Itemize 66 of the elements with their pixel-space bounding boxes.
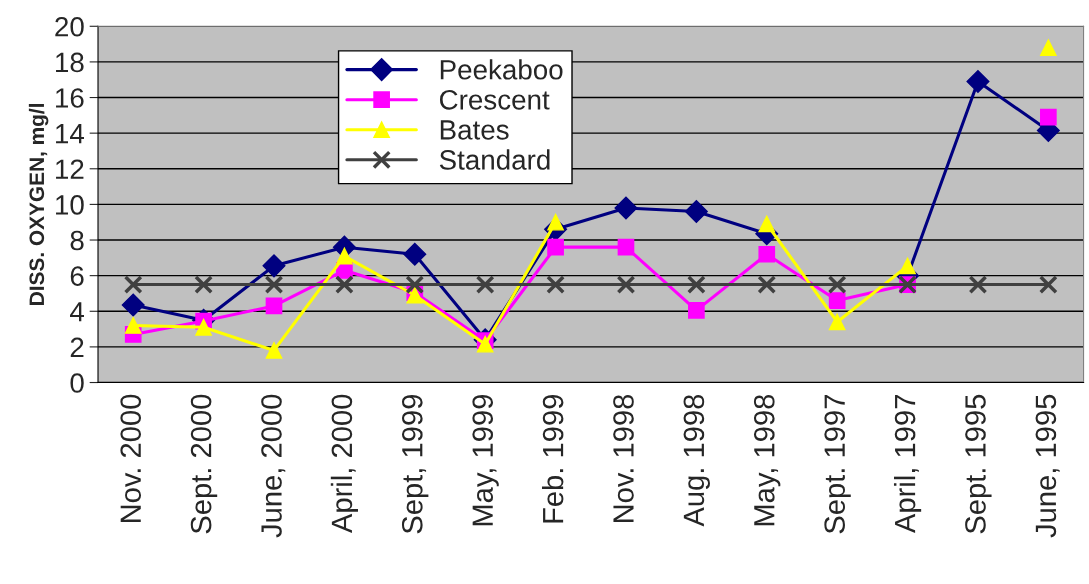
- x-tick-label: April, 2000: [330, 394, 358, 533]
- point: [335, 275, 354, 294]
- point: [827, 275, 847, 294]
- point: [475, 275, 495, 294]
- point: [758, 245, 776, 263]
- x-tick-label: Nov. 1998: [613, 394, 634, 523]
- point: [336, 247, 353, 265]
- point: [966, 69, 990, 93]
- x-tick-label: Sept. 1997: [824, 395, 851, 534]
- point: [688, 302, 705, 319]
- point: [262, 254, 286, 278]
- y-tick-label: 10: [56, 195, 84, 215]
- y-tick-label: 8: [70, 230, 84, 251]
- x-tick-label: May, 1998: [753, 394, 781, 526]
- y-tick-label: 16: [56, 88, 84, 108]
- y-tick-label: 20: [55, 16, 84, 37]
- x-tick-label: Feb. 1999: [541, 395, 564, 523]
- y-tick-label: 6: [70, 266, 84, 286]
- point: [899, 257, 916, 275]
- x-tick-label: Sept. 2000: [190, 394, 218, 534]
- point: [547, 238, 564, 256]
- point: [968, 275, 988, 294]
- point: [616, 275, 636, 294]
- point: [124, 317, 142, 334]
- y-tick-label: 4: [70, 302, 84, 322]
- point: [403, 242, 427, 266]
- point: [1040, 39, 1057, 56]
- x-tick-label: May, 1999: [472, 395, 499, 526]
- point: [546, 275, 565, 294]
- point: [121, 293, 145, 317]
- y-tick-label: 2: [70, 337, 84, 357]
- point: [476, 335, 494, 353]
- y-tick-label: 14: [56, 124, 85, 144]
- legend-label: Standard: [439, 149, 550, 170]
- point: [684, 200, 708, 224]
- point: [405, 275, 425, 294]
- x-tick-label: June, 1995: [1035, 394, 1060, 538]
- point: [195, 318, 212, 336]
- point: [617, 238, 635, 256]
- legend-label: Crescent: [439, 89, 550, 110]
- point: [265, 342, 283, 359]
- point: [758, 215, 776, 233]
- y-tick-label: 18: [56, 52, 84, 73]
- x-tick-label: Sept. 1995: [965, 394, 992, 534]
- legend-label: Peekaboo: [440, 59, 563, 80]
- point: [614, 196, 638, 220]
- point: [1038, 275, 1058, 294]
- x-tick-label: Sept, 1999: [401, 395, 429, 534]
- point: [828, 313, 846, 331]
- y-axis-title: DISS. OXYGEN, mg/l: [28, 104, 49, 305]
- point: [1040, 108, 1057, 126]
- y-tick-label: 0: [70, 373, 84, 393]
- x-tick-label: June, 2000: [261, 394, 286, 538]
- point: [687, 275, 706, 294]
- x-tick-label: Nov. 2000: [120, 394, 142, 523]
- point: [265, 297, 283, 315]
- x-tick-label: April, 1997: [893, 395, 922, 533]
- point: [828, 292, 846, 309]
- legend-label: Bates: [440, 120, 509, 140]
- point: [264, 275, 284, 294]
- point: [547, 213, 564, 231]
- point: [123, 275, 143, 294]
- point: [757, 275, 777, 294]
- x-tick-label: Aug. 1998: [683, 394, 710, 527]
- y-tick-label: 12: [56, 159, 84, 179]
- point: [194, 275, 213, 294]
